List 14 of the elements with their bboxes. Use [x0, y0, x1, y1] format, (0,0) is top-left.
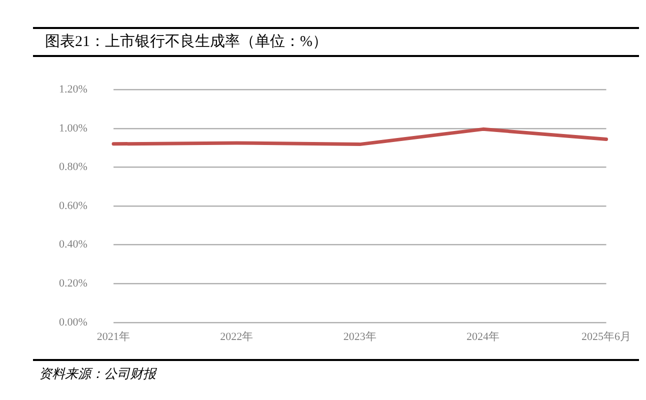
- y-tick-label: 0.00%: [58, 316, 88, 328]
- x-tick-label: 2025年6月: [582, 330, 631, 343]
- x-tick-label: 2022年: [220, 330, 254, 343]
- y-tick-label: 1.20%: [58, 83, 88, 96]
- y-tick-label: 1.00%: [58, 122, 88, 134]
- y-tick-label: 0.80%: [58, 161, 88, 174]
- text: 资料来源：公司财报: [33, 359, 639, 387]
- x-tick-label: 2021年: [96, 330, 130, 343]
- y-tick-label: 0.40%: [58, 238, 88, 251]
- chart-title: 图表21：上市银行不良生成率（单位：%）: [33, 27, 639, 57]
- x-tick-label: 2023年: [343, 330, 376, 343]
- x-tick-label: 2024年: [466, 330, 500, 343]
- y-tick-label: 0.20%: [58, 277, 88, 290]
- y-tick-label: 0.60%: [58, 200, 88, 212]
